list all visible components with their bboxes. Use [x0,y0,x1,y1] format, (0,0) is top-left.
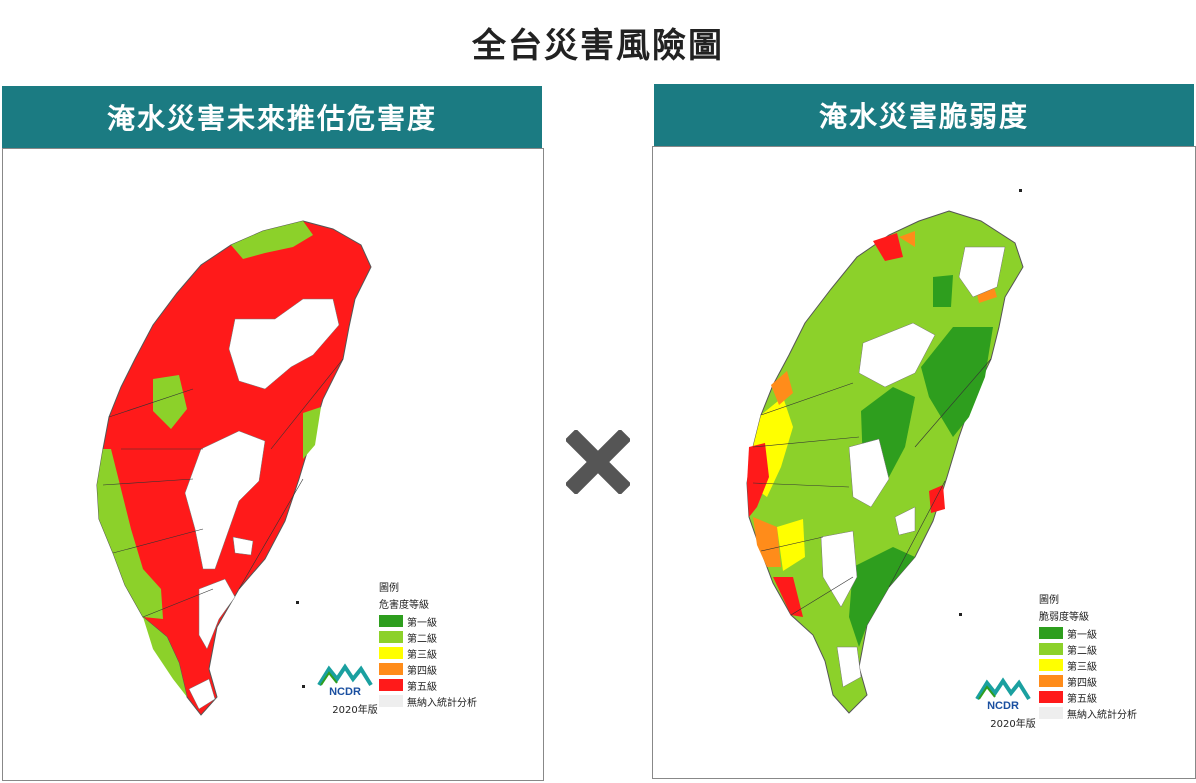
right-map-panel: 圖例 脆弱度等級 第一級 第二級 第三級 第四級 第五級 無納入統計分析 [652,146,1196,779]
right-legend-subtitle: 脆弱度等級 [1039,612,1089,623]
left-nodata-mountains-central [184,430,266,570]
multiply-icon [566,430,630,494]
legend-swatch [379,615,403,627]
legend-label: 無納入統計分析 [407,697,477,709]
right-county-boundaries [752,358,992,616]
left-legend: 圖例 危害度等級 第一級 第二級 第三級 第四級 第五級 無納入統計分析 [379,579,477,709]
left-zone-level2-east [303,407,321,459]
legend-label: 第四級 [407,665,437,677]
right-nodata-mountains-central [848,438,890,508]
left-islet-1 [296,601,299,604]
right-legend-item-3: 第三級 [1039,657,1137,673]
right-legend-title: 圖例 [1039,595,1059,606]
legend-swatch [379,679,403,691]
legend-swatch [1039,659,1063,671]
right-islet-2 [959,613,962,616]
legend-label: 第一級 [407,617,437,629]
right-nodata-southern-tip [836,646,862,688]
right-islet-1 [1019,189,1022,192]
left-legend-subtitle: 危害度等級 [379,600,429,611]
left-nodata-southern-tip [188,678,216,710]
left-nodata-east-valley [232,536,254,556]
right-legend: 圖例 脆弱度等級 第一級 第二級 第三級 第四級 第五級 無納入統計分析 [1039,591,1137,721]
right-zone-level1-south [849,547,915,647]
left-legend-item-4: 第四級 [379,661,477,677]
left-zone-level2-north [231,221,313,259]
right-zone-level1-north [933,275,953,307]
right-zone-level3-southwest [777,519,805,571]
left-legend-title: 圖例 [379,583,399,594]
right-legend-item-4: 第四級 [1039,673,1137,689]
right-zone-level5-west [747,443,769,517]
right-zone-level4-southwest [753,517,781,567]
left-legend-nodata: 無納入統計分析 [379,693,477,709]
right-legend-nodata: 無納入統計分析 [1039,705,1137,721]
left-taiwan-map [96,220,372,716]
right-legend-item-1: 第一級 [1039,625,1137,641]
left-zone-level2-west [97,449,163,619]
svg-text:NCDR: NCDR [329,686,361,697]
legend-swatch [1039,675,1063,687]
right-legend-item-2: 第二級 [1039,641,1137,657]
legend-swatch [1039,707,1063,719]
legend-swatch [1039,643,1063,655]
right-legend-item-5: 第五級 [1039,689,1137,705]
legend-label: 第三級 [407,649,437,661]
left-islet-2 [302,685,305,688]
legend-label: 第二級 [407,633,437,645]
legend-label: 無納入統計分析 [1067,709,1137,721]
left-legend-item-3: 第三級 [379,645,477,661]
legend-swatch [379,663,403,675]
legend-swatch [1039,691,1063,703]
right-zone-level5-south [773,577,803,617]
legend-label: 第二級 [1067,645,1097,657]
right-zone-level4-west [771,371,793,405]
ncdr-logo-icon: NCDR [975,677,1031,712]
left-map-panel: 圖例 危害度等級 第一級 第二級 第三級 第四級 第五級 無納入統計分析 [2,148,544,781]
right-taiwan-map [746,210,1024,714]
legend-label: 第一級 [1067,629,1097,641]
legend-label: 第三級 [1067,661,1097,673]
right-ncdr-logo: NCDR 2020年版 [973,677,1053,730]
right-panel-header: 淹水災害脆弱度 [654,84,1194,146]
left-county-boundaries [102,358,344,618]
legend-label: 第五級 [1067,693,1097,705]
right-year-label: 2020年版 [990,719,1036,730]
left-panel-header: 淹水災害未來推估危害度 [2,86,542,148]
left-zone-level2-mid [153,375,187,429]
left-legend-item-5: 第五級 [379,677,477,693]
right-zone-level5-north [873,233,903,261]
ncdr-logo-icon: NCDR [317,663,373,698]
left-nodata-mountains-south [198,578,236,650]
legend-label: 第五級 [407,681,437,693]
legend-swatch [1039,627,1063,639]
legend-swatch [379,647,403,659]
right-nodata-mountains-central-north [858,322,936,388]
right-zone-level5-east [929,485,945,513]
page-title: 全台災害風險圖 [472,26,724,66]
right-nodata-east-valley [894,506,916,536]
left-year-label: 2020年版 [332,705,378,716]
right-nodata-mountains-south [820,530,858,608]
left-ncdr-logo: NCDR 2020年版 [315,663,395,716]
legend-swatch [379,631,403,643]
legend-swatch [379,695,403,707]
left-legend-item-2: 第二級 [379,629,477,645]
left-legend-item-1: 第一級 [379,613,477,629]
right-zone-level4-north [899,231,915,247]
right-zone-level1-east [921,327,993,437]
svg-text:NCDR: NCDR [987,700,1019,711]
right-nodata-mountains-north [958,246,1006,298]
left-zone-level2-south [143,617,187,697]
left-nodata-mountains-north [228,298,340,390]
legend-label: 第四級 [1067,677,1097,689]
